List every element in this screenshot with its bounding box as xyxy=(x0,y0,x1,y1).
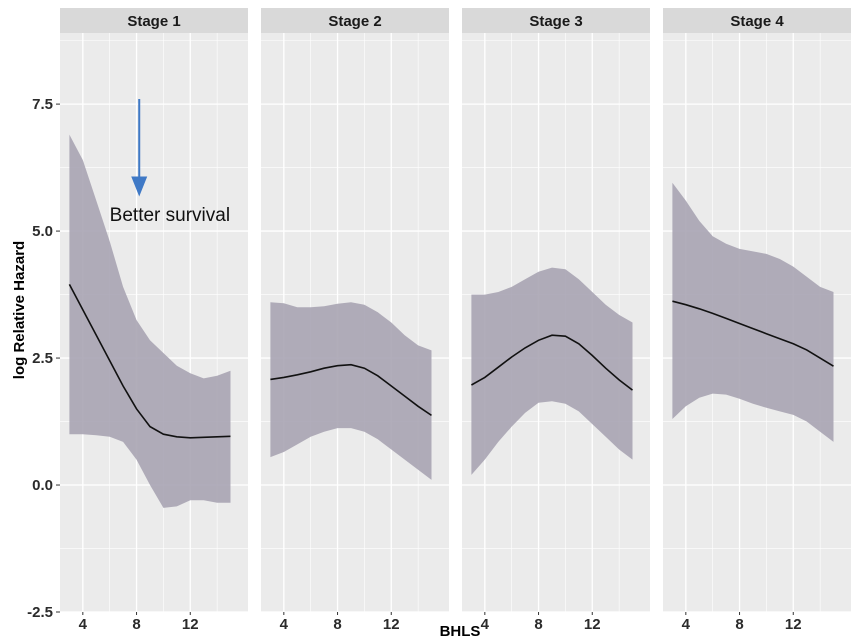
confidence-ribbon xyxy=(270,302,432,480)
x-tick-label: 12 xyxy=(182,616,199,633)
strip-label: Stage 3 xyxy=(529,13,582,30)
strip-label: Stage 2 xyxy=(328,13,381,30)
x-tick-label: 4 xyxy=(682,616,691,633)
y-tick-label: -2.5 xyxy=(27,604,53,621)
y-axis-title: log Relative Hazard xyxy=(11,241,28,379)
y-axis: -2.5 0.0 2.5 5.0 7.5 xyxy=(27,96,60,621)
strip-background xyxy=(462,8,650,33)
annotation-text: Better survival xyxy=(110,205,230,226)
strip-background xyxy=(261,8,449,33)
panel-2: Stage 2 4 8 12 xyxy=(261,8,449,633)
panel-1: Stage 1 4 8 12 xyxy=(60,8,248,633)
fit-line xyxy=(270,363,432,417)
x-tick-label: 4 xyxy=(280,616,289,633)
confidence-ribbon xyxy=(672,182,834,442)
y-tick-label: 0.0 xyxy=(32,477,53,494)
x-tick-label: 12 xyxy=(584,616,601,633)
fit-line xyxy=(68,284,231,439)
fit-line xyxy=(672,300,834,367)
panel-4: Stage 4 4 8 12 xyxy=(663,8,851,633)
y-tick-label: 7.5 xyxy=(32,96,53,113)
x-axis-title: BHLS xyxy=(440,623,481,638)
strip-label: Stage 1 xyxy=(127,13,180,30)
x-tick-label: 8 xyxy=(735,616,743,633)
x-tick-label: 4 xyxy=(481,616,490,633)
y-tick-label: 2.5 xyxy=(32,350,53,367)
y-tick-label: 5.0 xyxy=(32,223,53,240)
x-tick-label: 8 xyxy=(132,616,140,633)
fit-line xyxy=(471,334,633,391)
strip-label: Stage 4 xyxy=(730,13,784,30)
confidence-ribbon xyxy=(471,267,633,475)
strip-background xyxy=(60,8,248,33)
x-tick-label: 8 xyxy=(534,616,542,633)
x-tick-label: 12 xyxy=(383,616,400,633)
strip-background xyxy=(663,8,851,33)
x-tick-label: 4 xyxy=(79,616,88,633)
x-tick-label: 8 xyxy=(333,616,341,633)
confidence-ribbon xyxy=(69,134,231,508)
arrow-head xyxy=(131,176,148,197)
annotation: Better survival xyxy=(110,99,230,226)
panel-3: Stage 3 4 8 12 xyxy=(462,8,650,633)
x-tick-label: 12 xyxy=(785,616,802,633)
